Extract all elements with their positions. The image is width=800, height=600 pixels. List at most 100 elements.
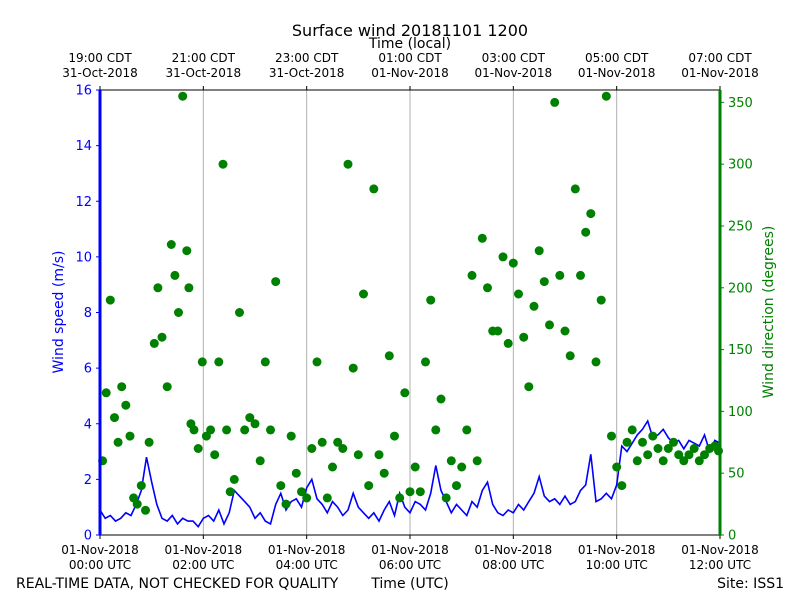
direction-point xyxy=(153,283,163,293)
direction-point xyxy=(405,487,415,497)
direction-point xyxy=(539,277,549,287)
left-tick-label: 0 xyxy=(84,529,92,544)
direction-point xyxy=(214,357,224,367)
direction-point xyxy=(622,437,632,447)
right-tick-label: 250 xyxy=(728,219,753,234)
direction-point xyxy=(565,351,575,361)
direction-point xyxy=(581,227,591,237)
direction-point xyxy=(524,382,534,392)
direction-point xyxy=(113,437,123,447)
top-tick-label-time: 05:00 CDT xyxy=(585,51,649,65)
direction-point xyxy=(218,159,228,169)
direction-point xyxy=(170,270,180,280)
top-axis-label: Time (local) xyxy=(368,36,451,52)
bottom-tick-label-date: 01-Nov-2018 xyxy=(371,543,449,557)
direction-point xyxy=(144,437,154,447)
direction-point xyxy=(333,437,343,447)
wind-direction-series-points xyxy=(98,91,723,515)
top-tick-label-time: 21:00 CDT xyxy=(172,51,236,65)
direction-point xyxy=(374,450,384,460)
right-axis-ticks: 0 50 100 150 200 250 300 350 xyxy=(720,96,753,544)
direction-point xyxy=(576,270,585,280)
direction-point xyxy=(700,450,709,460)
direction-point xyxy=(266,425,275,435)
direction-point xyxy=(529,301,539,311)
direction-point xyxy=(477,233,487,243)
direction-point xyxy=(235,308,244,317)
top-tick-label-time: 23:00 CDT xyxy=(275,51,339,65)
direction-point xyxy=(493,326,503,336)
direction-point xyxy=(384,351,394,361)
direction-point xyxy=(117,382,127,392)
direction-point xyxy=(570,184,580,194)
direction-point xyxy=(591,357,601,367)
direction-point xyxy=(210,450,220,460)
direction-point xyxy=(457,462,467,472)
direction-point xyxy=(617,481,627,491)
direction-point xyxy=(674,450,684,460)
direction-point xyxy=(441,493,451,503)
direction-point xyxy=(297,487,306,497)
direction-point xyxy=(545,320,554,330)
right-axis-label: Wind direction (degrees) xyxy=(761,226,777,399)
direction-point xyxy=(276,481,286,491)
direction-point xyxy=(364,481,374,491)
direction-point xyxy=(110,413,119,423)
direction-point xyxy=(162,382,172,392)
direction-point xyxy=(436,394,446,404)
direction-point xyxy=(555,270,565,280)
top-tick-label-date: 01-Nov-2018 xyxy=(475,66,553,80)
bottom-axis-label: Time (UTC) xyxy=(370,576,448,592)
direction-point xyxy=(125,431,135,441)
direction-point xyxy=(612,462,622,472)
bottom-tick-label-date: 01-Nov-2018 xyxy=(268,543,346,557)
direction-point xyxy=(508,258,518,268)
direction-point xyxy=(240,425,250,435)
left-tick-label: 10 xyxy=(75,250,92,265)
direction-point xyxy=(472,456,482,466)
left-tick-label: 14 xyxy=(75,139,92,154)
direction-point xyxy=(322,493,332,503)
direction-point xyxy=(596,295,606,305)
direction-point xyxy=(483,283,492,293)
direction-point xyxy=(255,456,265,466)
direction-point xyxy=(328,462,337,472)
bottom-tick-label-date: 01-Nov-2018 xyxy=(681,543,759,557)
direction-point xyxy=(286,431,296,441)
bottom-tick-label-time: 02:00 UTC xyxy=(172,558,234,572)
direction-point xyxy=(684,450,694,460)
wind-speed-series-line xyxy=(99,419,721,529)
vertical-gridlines xyxy=(202,90,618,535)
direction-point xyxy=(421,357,430,367)
direction-point xyxy=(663,444,673,453)
direction-point xyxy=(149,338,159,348)
left-tick-label: 16 xyxy=(75,84,92,99)
bottom-tick-label-time: 10:00 UTC xyxy=(586,558,648,572)
quality-disclaimer: REAL-TIME DATA, NOT CHECKED FOR QUALITY xyxy=(16,576,339,592)
direction-point xyxy=(462,425,472,435)
right-tick-label: 100 xyxy=(728,405,753,420)
direction-point xyxy=(193,444,203,453)
direction-point xyxy=(689,444,699,453)
left-tick-label: 6 xyxy=(84,362,92,377)
direction-point xyxy=(260,357,270,367)
direction-point xyxy=(379,468,389,478)
direction-point xyxy=(503,338,513,348)
top-tick-label-date: 01-Nov-2018 xyxy=(681,66,759,80)
direction-point xyxy=(121,400,131,410)
top-tick-label-date: 01-Nov-2018 xyxy=(578,66,656,80)
right-tick-label: 350 xyxy=(728,96,753,111)
direction-point xyxy=(658,456,668,466)
left-tick-label: 4 xyxy=(84,417,92,432)
direction-point xyxy=(607,431,616,441)
direction-point xyxy=(648,431,658,441)
top-tick-label-date: 31-Oct-2018 xyxy=(62,66,138,80)
direction-point xyxy=(225,487,235,497)
direction-point xyxy=(395,493,405,503)
left-axis-ticks: 0 2 4 6 8 10 12 14 16 xyxy=(75,84,100,544)
direction-point xyxy=(632,456,642,466)
direction-point xyxy=(222,425,232,435)
